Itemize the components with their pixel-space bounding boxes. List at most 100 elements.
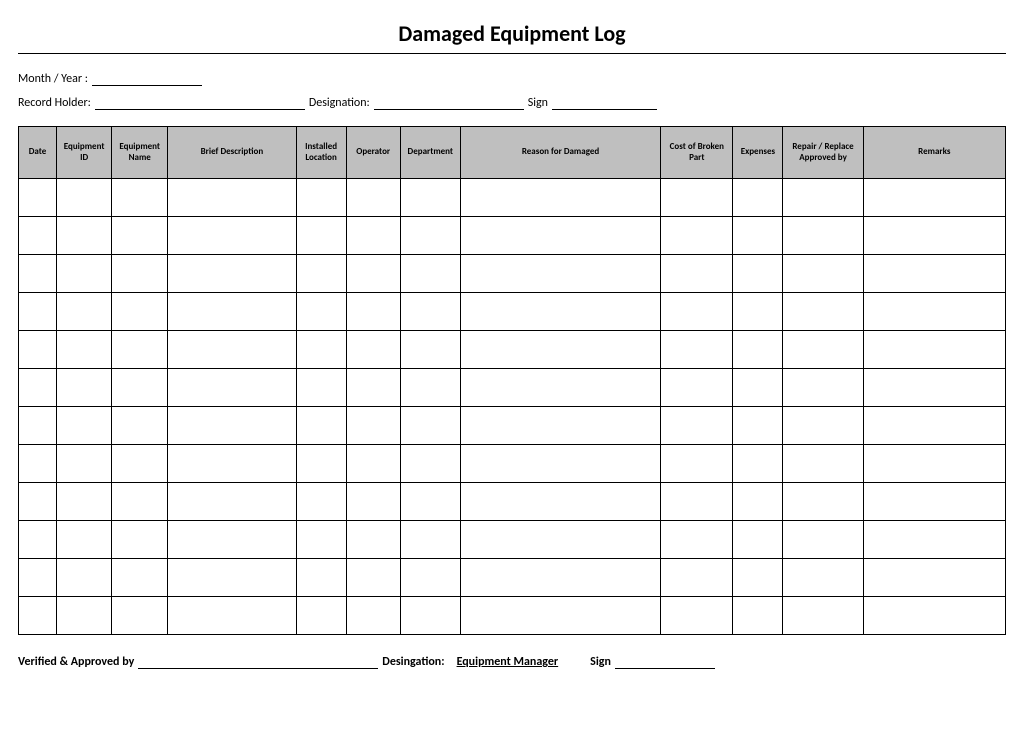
cell[interactable]: [57, 179, 112, 217]
cell[interactable]: [57, 217, 112, 255]
cell[interactable]: [783, 293, 863, 331]
verified-blank[interactable]: [138, 655, 378, 669]
cell[interactable]: [661, 255, 733, 293]
cell[interactable]: [168, 407, 296, 445]
cell[interactable]: [400, 559, 460, 597]
cell[interactable]: [346, 293, 400, 331]
cell[interactable]: [346, 559, 400, 597]
cell[interactable]: [296, 597, 346, 635]
cell[interactable]: [296, 255, 346, 293]
cell[interactable]: [346, 483, 400, 521]
cell[interactable]: [19, 255, 57, 293]
cell[interactable]: [112, 293, 168, 331]
cell[interactable]: [733, 331, 783, 369]
cell[interactable]: [19, 521, 57, 559]
cell[interactable]: [783, 597, 863, 635]
cell[interactable]: [400, 331, 460, 369]
designation-blank[interactable]: [374, 96, 524, 110]
cell[interactable]: [733, 597, 783, 635]
cell[interactable]: [863, 179, 1005, 217]
cell[interactable]: [733, 179, 783, 217]
cell[interactable]: [168, 445, 296, 483]
cell[interactable]: [400, 293, 460, 331]
cell[interactable]: [112, 255, 168, 293]
cell[interactable]: [112, 369, 168, 407]
cell[interactable]: [57, 407, 112, 445]
cell[interactable]: [168, 597, 296, 635]
cell[interactable]: [733, 445, 783, 483]
cell[interactable]: [19, 293, 57, 331]
cell[interactable]: [661, 445, 733, 483]
cell[interactable]: [296, 369, 346, 407]
cell[interactable]: [168, 559, 296, 597]
cell[interactable]: [733, 217, 783, 255]
cell[interactable]: [19, 331, 57, 369]
cell[interactable]: [346, 369, 400, 407]
cell[interactable]: [112, 445, 168, 483]
cell[interactable]: [57, 597, 112, 635]
cell[interactable]: [57, 559, 112, 597]
cell[interactable]: [783, 445, 863, 483]
cell[interactable]: [863, 217, 1005, 255]
cell[interactable]: [19, 217, 57, 255]
cell[interactable]: [296, 483, 346, 521]
cell[interactable]: [783, 369, 863, 407]
cell[interactable]: [112, 179, 168, 217]
cell[interactable]: [460, 217, 660, 255]
cell[interactable]: [733, 255, 783, 293]
cell[interactable]: [57, 445, 112, 483]
cell[interactable]: [863, 521, 1005, 559]
cell[interactable]: [19, 559, 57, 597]
cell[interactable]: [661, 559, 733, 597]
cell[interactable]: [168, 293, 296, 331]
cell[interactable]: [661, 293, 733, 331]
sign-blank[interactable]: [552, 96, 657, 110]
cell[interactable]: [661, 483, 733, 521]
cell[interactable]: [168, 179, 296, 217]
cell[interactable]: [400, 597, 460, 635]
cell[interactable]: [733, 369, 783, 407]
cell[interactable]: [57, 255, 112, 293]
cell[interactable]: [400, 255, 460, 293]
cell[interactable]: [296, 559, 346, 597]
cell[interactable]: [661, 407, 733, 445]
cell[interactable]: [112, 559, 168, 597]
cell[interactable]: [460, 445, 660, 483]
cell[interactable]: [783, 407, 863, 445]
cell[interactable]: [296, 521, 346, 559]
cell[interactable]: [783, 255, 863, 293]
cell[interactable]: [19, 369, 57, 407]
cell[interactable]: [783, 483, 863, 521]
cell[interactable]: [168, 331, 296, 369]
cell[interactable]: [112, 331, 168, 369]
cell[interactable]: [400, 179, 460, 217]
cell[interactable]: [863, 293, 1005, 331]
cell[interactable]: [460, 255, 660, 293]
cell[interactable]: [783, 331, 863, 369]
cell[interactable]: [783, 521, 863, 559]
cell[interactable]: [733, 407, 783, 445]
cell[interactable]: [346, 331, 400, 369]
cell[interactable]: [661, 331, 733, 369]
cell[interactable]: [400, 483, 460, 521]
cell[interactable]: [296, 293, 346, 331]
cell[interactable]: [112, 521, 168, 559]
cell[interactable]: [112, 407, 168, 445]
cell[interactable]: [112, 217, 168, 255]
cell[interactable]: [460, 521, 660, 559]
footer-sign-blank[interactable]: [615, 655, 715, 669]
cell[interactable]: [19, 407, 57, 445]
cell[interactable]: [346, 255, 400, 293]
cell[interactable]: [460, 407, 660, 445]
cell[interactable]: [863, 369, 1005, 407]
cell[interactable]: [783, 559, 863, 597]
cell[interactable]: [863, 445, 1005, 483]
cell[interactable]: [460, 179, 660, 217]
cell[interactable]: [346, 521, 400, 559]
cell[interactable]: [57, 483, 112, 521]
cell[interactable]: [400, 445, 460, 483]
cell[interactable]: [57, 521, 112, 559]
cell[interactable]: [19, 483, 57, 521]
month-year-blank[interactable]: [92, 72, 202, 86]
cell[interactable]: [733, 293, 783, 331]
